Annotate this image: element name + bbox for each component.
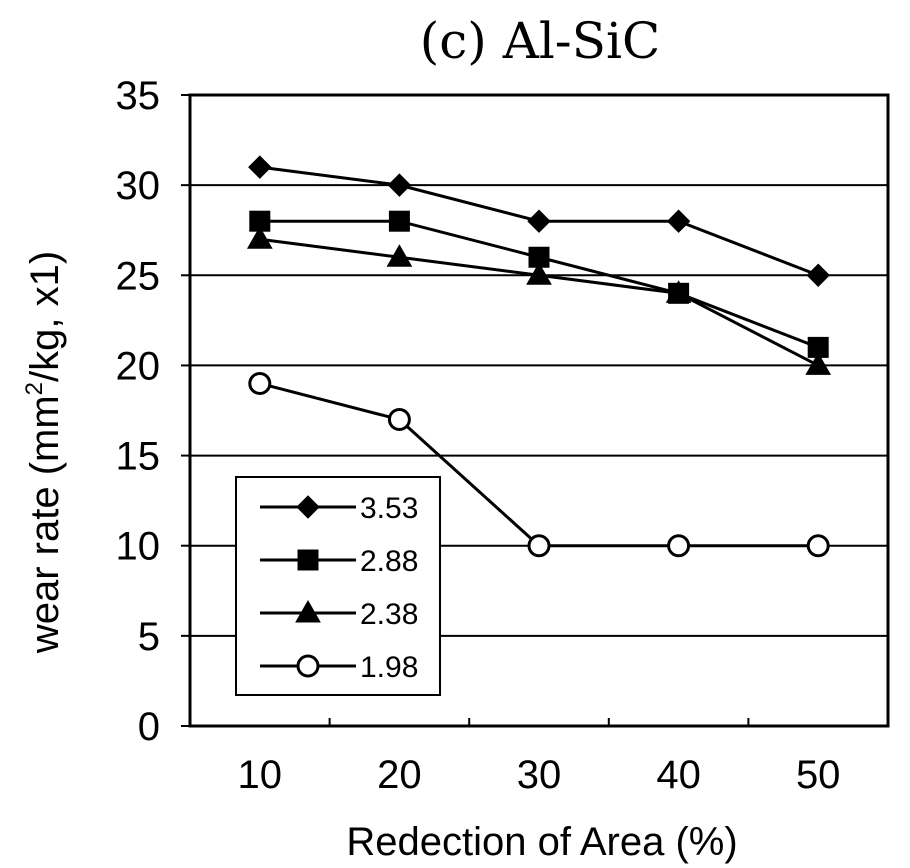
data-point-3.53-10 [248, 155, 272, 179]
x-axis-ticks: 10 20 30 40 50 [238, 718, 841, 797]
legend-item-1.98: 1.98 [260, 651, 418, 684]
y-tick-label: 10 [116, 525, 161, 569]
x-tick-label: 10 [238, 753, 283, 797]
data-point-3.53-40 [666, 209, 691, 233]
data-point-2.38-50 [805, 352, 832, 375]
y-tick-label: 30 [116, 164, 161, 208]
legend-label: 2.38 [360, 598, 418, 631]
y-tick-label: 0 [138, 705, 160, 749]
y-axis-label: wear rate (mm2/kg, x1) [21, 251, 67, 654]
legend-marker-2.38 [295, 599, 321, 623]
x-tick-label: 20 [377, 753, 422, 797]
legend-label: 1.98 [360, 651, 418, 684]
legend-label: 3.53 [360, 492, 418, 525]
data-point-2.38-40 [665, 280, 692, 303]
data-point-3.53-20 [387, 173, 412, 197]
x-axis-label: Redection of Area (%) [346, 820, 737, 864]
y-tick-label: 15 [116, 435, 161, 479]
legend-item-2.38: 2.38 [260, 598, 418, 631]
y-axis-ticks: 0 5 10 15 20 25 30 35 [116, 74, 190, 749]
data-point-1.98-40 [667, 534, 691, 558]
x-tick-label: 30 [517, 753, 562, 797]
data-point-2.88-20 [388, 210, 410, 232]
series-2.38 [246, 226, 832, 375]
legend-marker-1.98 [296, 654, 320, 678]
series-3.53 [248, 155, 830, 287]
x-tick-label: 40 [656, 753, 701, 797]
data-point-2.38-20 [386, 244, 413, 267]
legend: 3.53 2.88 2.38 1.98 [235, 476, 441, 696]
series-1.98 [248, 371, 830, 558]
y-tick-label: 5 [138, 615, 160, 659]
plot-area-frame [188, 93, 890, 728]
data-point-1.98-20 [387, 408, 411, 432]
data-point-1.98-50 [806, 534, 830, 558]
y-tick-label: 25 [116, 254, 161, 298]
legend-marker-2.88 [297, 549, 319, 571]
y-axis-label-superscript: 2 [21, 382, 48, 395]
chart-title: (c) Al-SiC [420, 12, 660, 70]
data-point-2.38-30 [526, 262, 552, 285]
data-point-1.98-30 [527, 534, 551, 558]
y-axis-label-tail: /kg, x1) [23, 251, 67, 382]
legend-marker-3.53 [296, 495, 320, 519]
legend-item-3.53: 3.53 [260, 492, 418, 525]
y-axis-label-main: wear rate (mm [23, 395, 67, 654]
series-layer [246, 155, 832, 558]
y-tick-label: 35 [116, 74, 161, 118]
data-point-3.53-50 [806, 263, 830, 287]
x-tick-label: 50 [796, 753, 841, 797]
data-point-3.53-30 [527, 209, 551, 233]
y-tick-label: 20 [116, 344, 161, 388]
data-point-2.38-10 [246, 226, 273, 249]
legend-label: 2.88 [360, 545, 418, 578]
legend-box [235, 476, 441, 696]
data-point-1.98-10 [248, 371, 272, 395]
legend-item-2.88: 2.88 [260, 545, 418, 578]
